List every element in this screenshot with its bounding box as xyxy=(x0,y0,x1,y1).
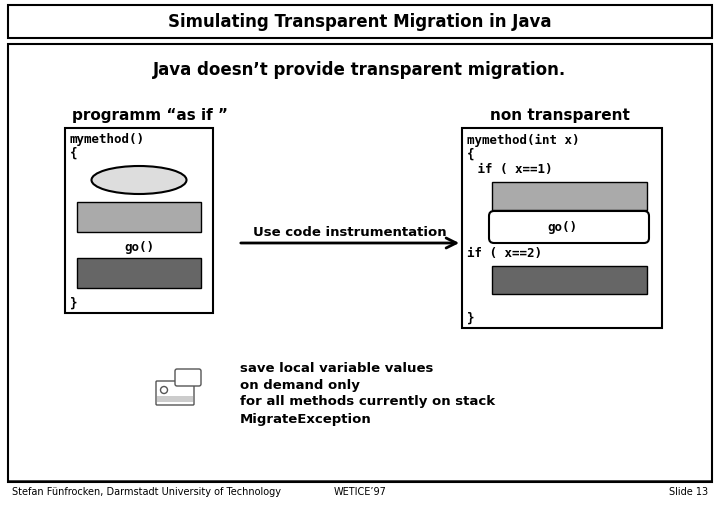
Circle shape xyxy=(161,386,168,393)
Text: on demand only: on demand only xyxy=(240,379,360,391)
Text: if ( x==1): if ( x==1) xyxy=(470,163,552,177)
Ellipse shape xyxy=(91,166,186,194)
Bar xyxy=(77,202,201,232)
Text: Simulating Transparent Migration in Java: Simulating Transparent Migration in Java xyxy=(168,13,552,31)
Text: Use code instrumentation: Use code instrumentation xyxy=(253,225,447,239)
Bar xyxy=(157,396,193,402)
Bar xyxy=(8,44,712,482)
Bar xyxy=(492,182,647,210)
Text: non transparent: non transparent xyxy=(490,107,630,123)
Text: {: { xyxy=(70,147,78,159)
Text: WETICE’97: WETICE’97 xyxy=(333,487,387,497)
Text: {: { xyxy=(467,148,474,160)
Bar xyxy=(462,128,662,328)
Text: save local variable values: save local variable values xyxy=(240,361,433,375)
Text: go(): go() xyxy=(547,220,577,234)
Text: Java doesn’t provide transparent migration.: Java doesn’t provide transparent migrati… xyxy=(153,61,567,79)
Text: mymethod(): mymethod() xyxy=(70,133,145,147)
Text: programm “as if ”: programm “as if ” xyxy=(72,107,228,123)
FancyBboxPatch shape xyxy=(489,211,649,243)
Bar xyxy=(8,5,712,38)
Text: }: } xyxy=(467,312,474,325)
Text: Slide 13: Slide 13 xyxy=(669,487,708,497)
Text: MigrateException: MigrateException xyxy=(240,412,372,426)
Bar xyxy=(65,128,213,313)
Text: if ( x==2): if ( x==2) xyxy=(467,247,542,261)
Text: Stefan Fünfrocken, Darmstadt University of Technology: Stefan Fünfrocken, Darmstadt University … xyxy=(12,487,281,497)
Bar xyxy=(77,258,201,288)
Text: }: } xyxy=(70,297,78,309)
Text: go(): go() xyxy=(124,241,154,254)
FancyBboxPatch shape xyxy=(156,381,194,405)
FancyBboxPatch shape xyxy=(175,369,201,386)
Bar xyxy=(492,266,647,294)
Text: for all methods currently on stack: for all methods currently on stack xyxy=(240,395,495,409)
Text: mymethod(int x): mymethod(int x) xyxy=(467,133,580,147)
